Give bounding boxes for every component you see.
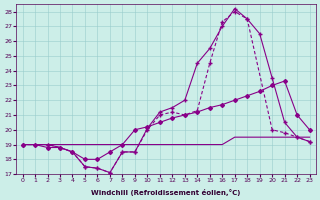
- X-axis label: Windchill (Refroidissement éolien,°C): Windchill (Refroidissement éolien,°C): [92, 189, 241, 196]
